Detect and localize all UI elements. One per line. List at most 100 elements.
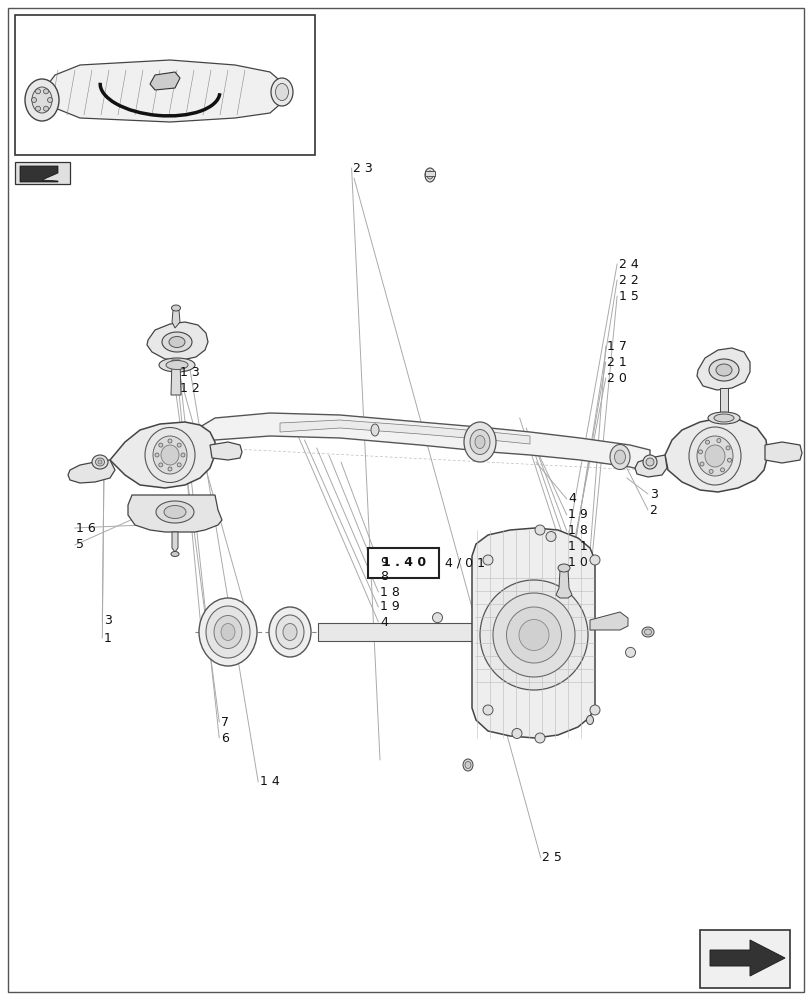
Ellipse shape xyxy=(32,87,52,113)
Polygon shape xyxy=(172,532,178,552)
Circle shape xyxy=(168,439,172,443)
Circle shape xyxy=(545,532,556,542)
Ellipse shape xyxy=(164,506,186,518)
Text: 2 3: 2 3 xyxy=(353,162,372,175)
Circle shape xyxy=(181,453,185,457)
Ellipse shape xyxy=(162,332,191,352)
Text: 1 . 4 0: 1 . 4 0 xyxy=(381,556,425,570)
Polygon shape xyxy=(147,322,208,360)
Ellipse shape xyxy=(427,171,432,179)
Ellipse shape xyxy=(479,580,587,690)
Circle shape xyxy=(32,98,36,103)
Circle shape xyxy=(699,462,703,466)
Text: 9: 9 xyxy=(380,556,388,568)
Text: 7: 7 xyxy=(221,716,229,728)
Ellipse shape xyxy=(586,716,593,724)
Ellipse shape xyxy=(199,598,257,666)
Circle shape xyxy=(177,443,181,447)
Ellipse shape xyxy=(96,458,105,466)
Polygon shape xyxy=(590,612,627,630)
Bar xyxy=(424,171,435,176)
Ellipse shape xyxy=(98,460,102,464)
Polygon shape xyxy=(40,60,285,122)
Polygon shape xyxy=(709,940,784,976)
Circle shape xyxy=(590,705,599,715)
Ellipse shape xyxy=(275,84,288,101)
Ellipse shape xyxy=(713,414,733,422)
Ellipse shape xyxy=(371,424,379,436)
Ellipse shape xyxy=(470,430,489,454)
Ellipse shape xyxy=(171,305,180,311)
Text: 3: 3 xyxy=(104,613,112,626)
Ellipse shape xyxy=(152,436,187,474)
Ellipse shape xyxy=(161,445,178,465)
Polygon shape xyxy=(556,570,571,598)
Ellipse shape xyxy=(646,458,653,466)
Bar xyxy=(367,548,439,578)
Circle shape xyxy=(483,555,492,565)
Polygon shape xyxy=(172,310,180,328)
Circle shape xyxy=(719,468,723,472)
Polygon shape xyxy=(150,72,180,90)
Ellipse shape xyxy=(283,624,297,641)
Polygon shape xyxy=(20,166,58,182)
Circle shape xyxy=(512,728,521,738)
Circle shape xyxy=(705,440,709,444)
Circle shape xyxy=(432,613,442,623)
Ellipse shape xyxy=(474,436,484,448)
Ellipse shape xyxy=(689,427,740,485)
Ellipse shape xyxy=(271,78,293,106)
Polygon shape xyxy=(471,528,594,738)
Polygon shape xyxy=(109,422,215,488)
Polygon shape xyxy=(210,442,242,460)
Text: 2 4: 2 4 xyxy=(618,257,637,270)
Circle shape xyxy=(590,555,599,565)
Text: 4: 4 xyxy=(568,492,576,506)
Text: 8: 8 xyxy=(380,570,388,584)
Text: 1 5: 1 5 xyxy=(618,290,637,302)
Ellipse shape xyxy=(145,428,195,483)
Polygon shape xyxy=(128,495,221,532)
Polygon shape xyxy=(696,348,749,390)
Text: 1 9: 1 9 xyxy=(568,508,587,522)
Circle shape xyxy=(47,98,53,103)
Text: 5: 5 xyxy=(76,538,84,552)
Polygon shape xyxy=(68,460,115,483)
Ellipse shape xyxy=(268,607,311,657)
Ellipse shape xyxy=(206,606,250,658)
Text: 1 1: 1 1 xyxy=(568,540,587,554)
Text: 2: 2 xyxy=(649,504,657,516)
Polygon shape xyxy=(764,442,801,463)
Ellipse shape xyxy=(642,627,653,637)
Ellipse shape xyxy=(518,619,548,650)
Ellipse shape xyxy=(708,359,738,381)
Polygon shape xyxy=(171,360,181,395)
Circle shape xyxy=(716,439,720,443)
Ellipse shape xyxy=(492,593,574,677)
Text: 6: 6 xyxy=(221,732,229,744)
Text: 1: 1 xyxy=(104,632,112,645)
Polygon shape xyxy=(318,623,479,641)
Circle shape xyxy=(44,106,49,111)
Ellipse shape xyxy=(156,501,194,523)
Circle shape xyxy=(534,733,544,743)
Text: 1 2: 1 2 xyxy=(180,381,200,394)
Text: 1 7: 1 7 xyxy=(607,340,626,353)
Text: 1 3: 1 3 xyxy=(180,365,200,378)
Ellipse shape xyxy=(614,450,624,464)
Text: 4 / 0 1: 4 / 0 1 xyxy=(444,556,484,570)
Ellipse shape xyxy=(704,445,724,467)
Text: 1 4: 1 4 xyxy=(260,775,279,788)
Ellipse shape xyxy=(424,168,435,182)
Ellipse shape xyxy=(609,444,629,470)
Circle shape xyxy=(708,469,712,473)
Text: 1 8: 1 8 xyxy=(568,524,587,538)
Polygon shape xyxy=(664,418,767,492)
Ellipse shape xyxy=(696,436,732,476)
Bar xyxy=(15,15,315,155)
Text: 2 2: 2 2 xyxy=(618,273,637,286)
Ellipse shape xyxy=(642,455,656,469)
Text: 3: 3 xyxy=(649,488,657,500)
Circle shape xyxy=(534,525,544,535)
Text: 1 6: 1 6 xyxy=(76,522,96,534)
